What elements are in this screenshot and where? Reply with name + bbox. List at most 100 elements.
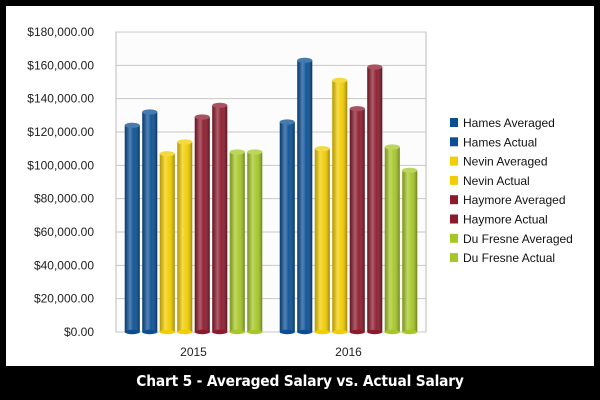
legend-label: Hames Averaged [463,116,555,130]
bar-cap-highlight [194,114,210,120]
bar-cap-highlight [297,57,313,63]
bar [332,77,348,335]
bar-cap [349,106,365,112]
bar-shading [229,152,245,332]
y-tick-label: $120,000.00 [27,125,94,139]
legend-item: Nevin Actual [450,174,530,188]
legend-label: Nevin Averaged [463,155,548,169]
bar [349,106,365,335]
legend-swatch [450,118,458,127]
y-tick-label: $180,000.00 [27,25,94,39]
bar-cap [142,109,158,115]
bar-base [177,329,193,335]
bar-cap [384,144,400,150]
bar [367,64,383,335]
bar-shading [159,153,175,332]
legend-label: Du Fresne Averaged [463,232,573,246]
legend-swatch [450,214,458,224]
bar-base [159,329,175,335]
bar-cap [402,167,418,173]
bar-cap [297,57,313,63]
bar-shading [402,170,418,332]
bar [314,146,330,335]
bar-base [384,329,400,335]
bar [247,149,263,335]
bar-base [314,329,330,335]
bar [177,139,193,335]
bar-cap [124,122,140,128]
y-tick-label: $140,000.00 [27,92,94,106]
bar-shading [194,117,210,332]
y-axis-ticks: $0.00 $20,000.00 $40,000.00 $60,000.00 $80,0… [27,25,94,339]
legend-label: Du Fresne Actual [463,251,555,265]
bar-cap [212,102,228,108]
bar-shading [367,67,383,332]
bar-shading [279,122,295,332]
bar-cap [229,149,245,155]
bar-cap [279,119,295,125]
bar-cap-highlight [124,122,140,128]
bar [159,151,175,335]
bar-cap-highlight [142,109,158,115]
bar-cap [159,151,175,157]
chart-panel: $0.00 $20,000.00 $40,000.00 $60,000.00 $80,0… [6,6,594,366]
bar-cap [367,64,383,70]
legend-swatch [450,233,458,243]
bar-cap-highlight [159,151,175,157]
bar [297,57,313,335]
bar [212,102,228,335]
bar-cap [177,139,193,145]
bar-shading [384,147,400,332]
bar-base [247,329,263,335]
legend-swatch [450,195,458,205]
bar-cap-highlight [177,139,193,145]
y-tick-label: $20,000.00 [34,292,94,306]
legend-label: Haymore Actual [463,213,548,227]
bar-base [229,329,245,335]
bar-base [212,329,228,335]
bar-cap-highlight [332,77,348,83]
bar-cap-highlight [247,149,263,155]
legend-item: Nevin Averaged [450,155,548,169]
bars [124,57,418,335]
bar-shading [177,142,193,332]
bar-base [332,329,348,335]
bar-base [367,329,383,335]
bar [194,114,210,335]
bar-cap-highlight [402,167,418,173]
bar-base [142,329,158,335]
legend-swatch [450,175,458,185]
chart-svg: $0.00 $20,000.00 $40,000.00 $60,000.00 $80,0… [27,25,573,359]
legend: Hames Averaged Hames Actual Nevin Averaged… [450,116,573,265]
y-tick-label: $40,000.00 [34,258,94,272]
bar-cap [332,77,348,83]
bar [279,119,295,335]
bar-base [402,329,418,335]
bar-shading [212,105,228,332]
legend-label: Nevin Actual [463,174,530,188]
legend-item: Hames Actual [450,135,537,149]
bar-base [124,329,140,335]
bar-cap-highlight [349,106,365,112]
y-tick-label: $60,000.00 [34,225,94,239]
bar-cap-highlight [212,102,228,108]
bar-cap-highlight [229,149,245,155]
bar [124,122,140,335]
legend-swatch [450,156,458,166]
bar-shading [314,148,330,332]
bar [402,167,418,335]
legend-item: Hames Averaged [450,116,555,130]
x-tick-label: 2016 [335,345,362,359]
legend-item: Haymore Actual [450,213,548,227]
bar-base [349,329,365,335]
legend-label: Haymore Averaged [463,193,566,207]
y-tick-label: $160,000.00 [27,58,94,72]
bar [384,144,400,335]
x-axis-ticks: 2015 2016 [180,345,362,359]
bar-shading [247,152,263,332]
bar-shading [297,60,313,332]
bar [229,149,245,335]
bar-cap [194,114,210,120]
bar-shading [349,108,365,333]
